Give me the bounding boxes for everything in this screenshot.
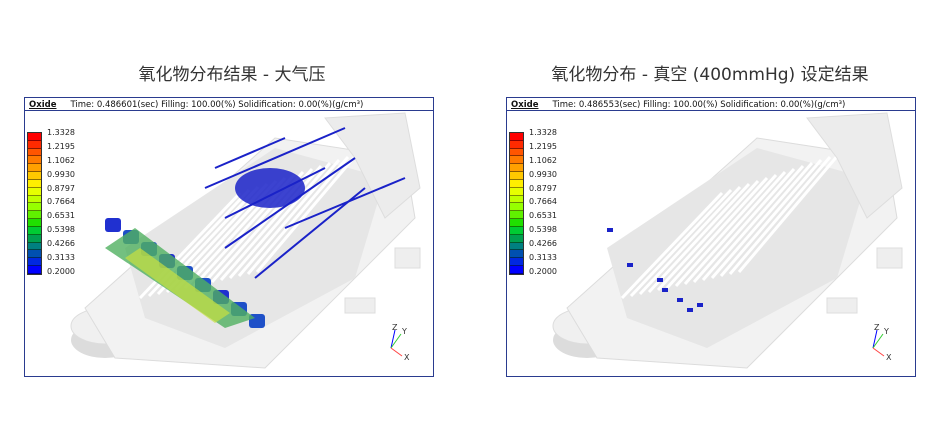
scale-value: 1.3328 bbox=[47, 128, 75, 137]
color-band bbox=[510, 140, 523, 149]
color-band bbox=[510, 156, 523, 165]
color-band bbox=[28, 195, 41, 204]
color-band bbox=[28, 133, 41, 141]
color-band bbox=[28, 148, 41, 157]
scale-value: 0.2000 bbox=[529, 266, 557, 276]
result-type-label: Oxide bbox=[29, 100, 57, 110]
color-band bbox=[510, 164, 523, 173]
left-title: 氧化物分布结果 - 大气压 bbox=[138, 65, 326, 85]
color-band bbox=[28, 140, 41, 149]
color-band bbox=[28, 164, 41, 173]
scale-value: 0.7664 bbox=[47, 197, 75, 207]
scale-value: 1.2195 bbox=[47, 141, 75, 151]
axis-triad-icon bbox=[390, 329, 403, 357]
color-band bbox=[28, 219, 41, 227]
axis-label-y: Y bbox=[401, 327, 407, 336]
color-band bbox=[510, 211, 523, 220]
color-band bbox=[28, 266, 41, 274]
oxide-distribution bbox=[607, 228, 703, 312]
result-type-label: Oxide bbox=[511, 100, 539, 110]
color-band bbox=[510, 133, 523, 141]
color-band bbox=[28, 179, 41, 188]
viewport-vacuum[interactable]: Oxide Time: 0.486553(sec) Filling: 100.00… bbox=[506, 97, 916, 377]
scale-value: 0.4266 bbox=[47, 239, 75, 249]
axis-label-x: X bbox=[404, 353, 410, 362]
color-band bbox=[28, 211, 41, 220]
color-band bbox=[28, 258, 41, 267]
color-band bbox=[28, 187, 41, 196]
color-scale-bar bbox=[27, 132, 42, 275]
scale-value: 0.7664 bbox=[529, 197, 557, 207]
scale-value: 0.5398 bbox=[529, 225, 557, 235]
status-text: Time: 0.486601(sec) Filling: 100.00(%) S… bbox=[70, 100, 364, 110]
color-band bbox=[510, 203, 523, 212]
axis-label-x: X bbox=[886, 353, 892, 362]
scale-value: 1.2195 bbox=[529, 141, 557, 151]
right-title: 氧化物分布 - 真空 (400mmHg) 设定结果 bbox=[551, 65, 869, 85]
axis-triad-icon bbox=[872, 329, 885, 357]
scale-value: 1.3328 bbox=[529, 128, 557, 137]
scale-value: 0.9930 bbox=[47, 169, 75, 179]
color-band bbox=[510, 187, 523, 196]
color-band bbox=[28, 203, 41, 212]
viewport-atmospheric[interactable]: Oxide Time: 0.486601(sec) Filling: 100.00… bbox=[24, 97, 434, 377]
scale-value: 0.3133 bbox=[529, 253, 557, 263]
color-band bbox=[510, 242, 523, 251]
color-scale-labels: 1.3328 1.2195 1.1062 0.9930 0.8797 0.7664 0.65… bbox=[47, 128, 75, 276]
color-band bbox=[28, 234, 41, 243]
scale-value: 0.8797 bbox=[529, 183, 557, 193]
color-band bbox=[510, 148, 523, 157]
color-band bbox=[510, 250, 523, 259]
scale-value: 1.1062 bbox=[529, 155, 557, 165]
axis-label-y: Y bbox=[883, 327, 889, 336]
casting-3d-model: Z Y X bbox=[552, 112, 903, 369]
scale-value: 0.2000 bbox=[47, 266, 75, 276]
color-band bbox=[28, 226, 41, 235]
scale-value: 0.3133 bbox=[47, 253, 75, 263]
header-divider bbox=[507, 110, 915, 111]
scale-value: 0.6531 bbox=[47, 211, 75, 221]
color-scale-labels: 1.3328 1.2195 1.1062 0.9930 0.8797 0.7664 0.65… bbox=[529, 128, 557, 276]
color-band bbox=[510, 266, 523, 274]
color-band bbox=[28, 172, 41, 180]
scale-value: 0.4266 bbox=[529, 239, 557, 249]
color-band bbox=[510, 234, 523, 243]
color-band bbox=[510, 226, 523, 235]
color-band bbox=[28, 242, 41, 251]
scale-value: 0.8797 bbox=[47, 183, 75, 193]
oxide-distribution bbox=[105, 127, 406, 328]
casting-3d-model: Z Y X bbox=[70, 112, 421, 369]
color-band bbox=[510, 219, 523, 227]
color-scale-bar bbox=[509, 132, 524, 275]
color-band bbox=[510, 258, 523, 267]
axis-label-z: Z bbox=[874, 323, 880, 332]
axis-label-z: Z bbox=[392, 323, 398, 332]
color-band bbox=[510, 172, 523, 180]
color-band bbox=[28, 250, 41, 259]
scale-value: 1.1062 bbox=[47, 155, 75, 165]
header-divider bbox=[25, 110, 433, 111]
scale-value: 0.6531 bbox=[529, 211, 557, 221]
color-band bbox=[510, 195, 523, 204]
status-text: Time: 0.486553(sec) Filling: 100.00(%) S… bbox=[552, 100, 846, 110]
color-band bbox=[28, 156, 41, 165]
scale-value: 0.5398 bbox=[47, 225, 75, 235]
scale-value: 0.9930 bbox=[529, 169, 557, 179]
color-band bbox=[510, 179, 523, 188]
